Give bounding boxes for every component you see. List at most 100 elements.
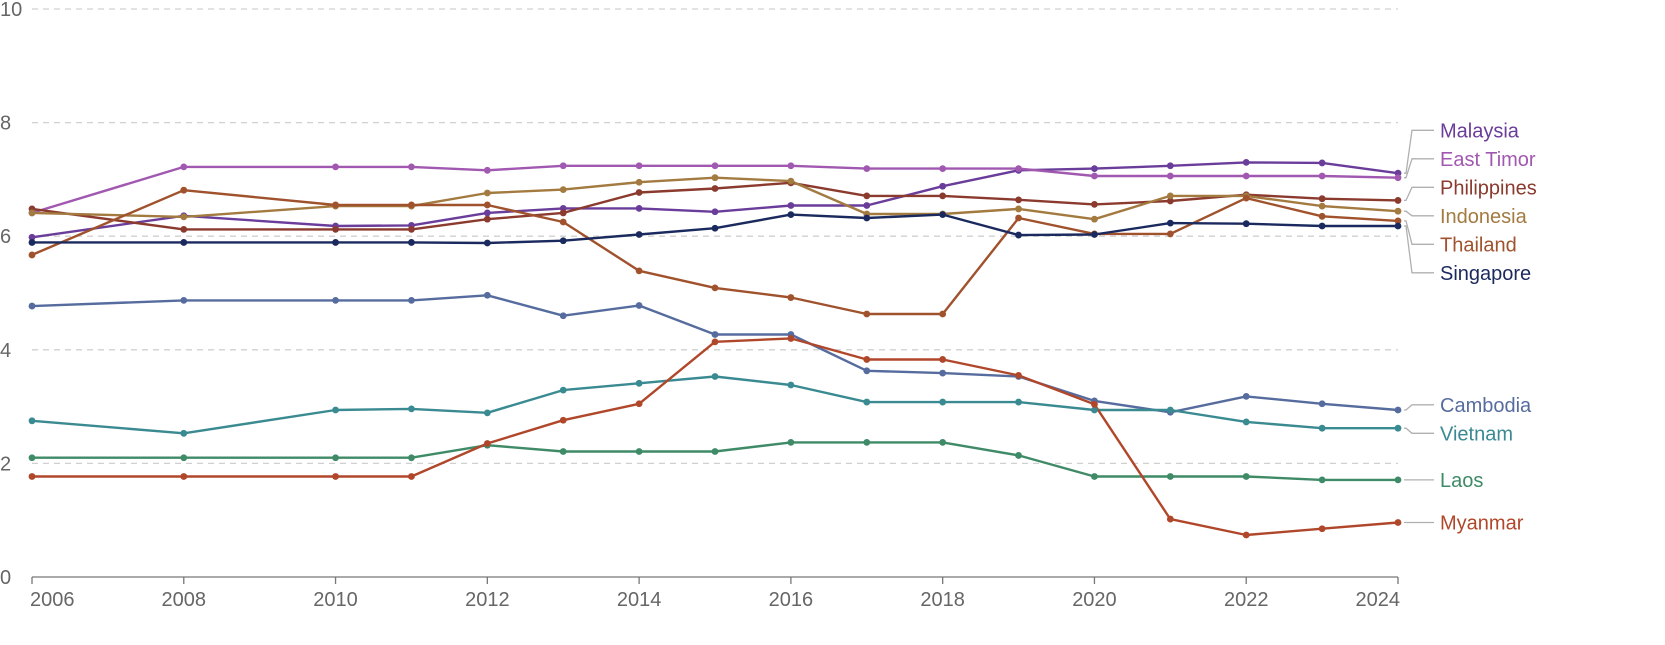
data-point-thailand [332,201,339,209]
data-point-east-timor [1242,172,1250,180]
data-point-vietnam [483,409,491,417]
label-connector-vietnam [1404,427,1434,434]
data-point-malaysia [863,202,871,209]
data-point-east-timor [559,162,567,170]
data-point-malaysia [787,202,795,209]
data-point-cambodia [408,296,415,304]
x-tick-label: 2018 [920,589,965,611]
series-label-thailand: Thailand [1440,234,1517,256]
data-point-myanmar [1242,531,1250,539]
data-point-thailand [1015,214,1022,222]
data-point-philippines [863,192,871,200]
label-connector-malaysia [1404,129,1434,174]
data-point-malaysia [711,208,719,216]
data-point-thailand [939,310,947,318]
data-point-thailand [863,310,871,318]
data-point-singapore [1166,219,1174,227]
y-tick-label: 10 [0,0,22,21]
data-point-indonesia [559,186,567,194]
series-label-philippines: Philippines [1440,177,1537,199]
x-tick-label: 2020 [1072,589,1117,611]
data-points [28,158,1402,539]
data-point-east-timor [939,165,947,173]
data-point-vietnam [711,373,719,380]
data-point-thailand [1166,230,1174,238]
data-point-thailand [483,201,491,209]
label-connector-indonesia [1404,210,1434,217]
data-point-cambodia [332,296,339,304]
series-label-laos: Laos [1440,470,1483,492]
data-point-laos [28,454,36,462]
data-point-laos [180,454,188,462]
x-tick-label: 2006 [30,589,75,611]
data-point-east-timor [1394,174,1402,182]
data-point-myanmar [1015,371,1022,379]
data-point-thailand [1242,194,1250,202]
data-point-singapore [863,214,871,222]
data-point-indonesia [180,213,188,221]
data-point-indonesia [635,178,643,186]
data-point-myanmar [483,440,491,447]
data-point-vietnam [180,429,188,437]
y-tick-label: 8 [0,113,11,135]
data-point-cambodia [711,331,719,338]
data-point-philippines [180,225,188,233]
data-point-laos [1318,476,1326,484]
data-point-thailand [1318,212,1326,220]
data-point-thailand [711,284,719,292]
data-point-laos [1091,473,1098,480]
data-point-east-timor [635,162,643,170]
series-label-east-timor: East Timor [1440,149,1536,171]
data-point-vietnam [559,386,567,394]
data-point-east-timor [1091,172,1098,180]
data-point-cambodia [939,369,947,377]
data-point-malaysia [1242,158,1250,166]
data-point-indonesia [1091,215,1098,223]
series-label-vietnam: Vietnam [1440,423,1513,445]
data-point-malaysia [1091,165,1098,173]
data-point-singapore [1242,220,1250,228]
data-point-malaysia [1318,159,1326,167]
data-point-east-timor [1166,172,1174,180]
data-point-laos [863,438,871,446]
data-point-cambodia [635,302,643,309]
data-point-east-timor [787,162,795,170]
data-point-malaysia [483,209,491,217]
data-point-east-timor [483,166,491,174]
data-point-malaysia [939,182,947,190]
data-point-laos [1242,473,1250,480]
data-point-philippines [1091,200,1098,208]
series-label-malaysia: Malaysia [1440,120,1520,142]
data-point-vietnam [1166,406,1174,414]
data-point-thailand [559,218,567,226]
data-point-singapore [711,224,719,232]
data-point-philippines [635,189,643,196]
data-point-philippines [1394,197,1402,204]
data-point-myanmar [1166,515,1174,523]
label-connector-thailand [1404,220,1434,245]
data-point-myanmar [180,473,188,480]
data-point-philippines [408,225,415,233]
x-tick-label: 2016 [769,589,814,611]
data-point-laos [1394,476,1402,484]
data-point-vietnam [1015,398,1022,406]
data-point-cambodia [483,291,491,299]
series-labels: Malaysia East Timor Philippines Indonesia Th… [1404,120,1537,534]
data-point-myanmar [863,356,871,363]
label-connector-philippines [1404,186,1434,202]
data-point-east-timor [180,163,188,171]
data-point-laos [408,454,415,462]
data-point-cambodia [180,296,188,304]
x-tick-label: 2014 [617,589,662,611]
data-point-indonesia [1015,205,1022,213]
data-point-malaysia [28,233,36,241]
y-tick-label: 0 [0,567,11,589]
data-point-indonesia [1394,207,1402,215]
data-point-vietnam [1091,406,1098,414]
x-tick-label: 2022 [1224,589,1269,611]
data-point-thailand [1394,217,1402,225]
series-lines [31,161,1399,537]
data-point-vietnam [28,417,36,425]
data-point-laos [635,448,643,455]
